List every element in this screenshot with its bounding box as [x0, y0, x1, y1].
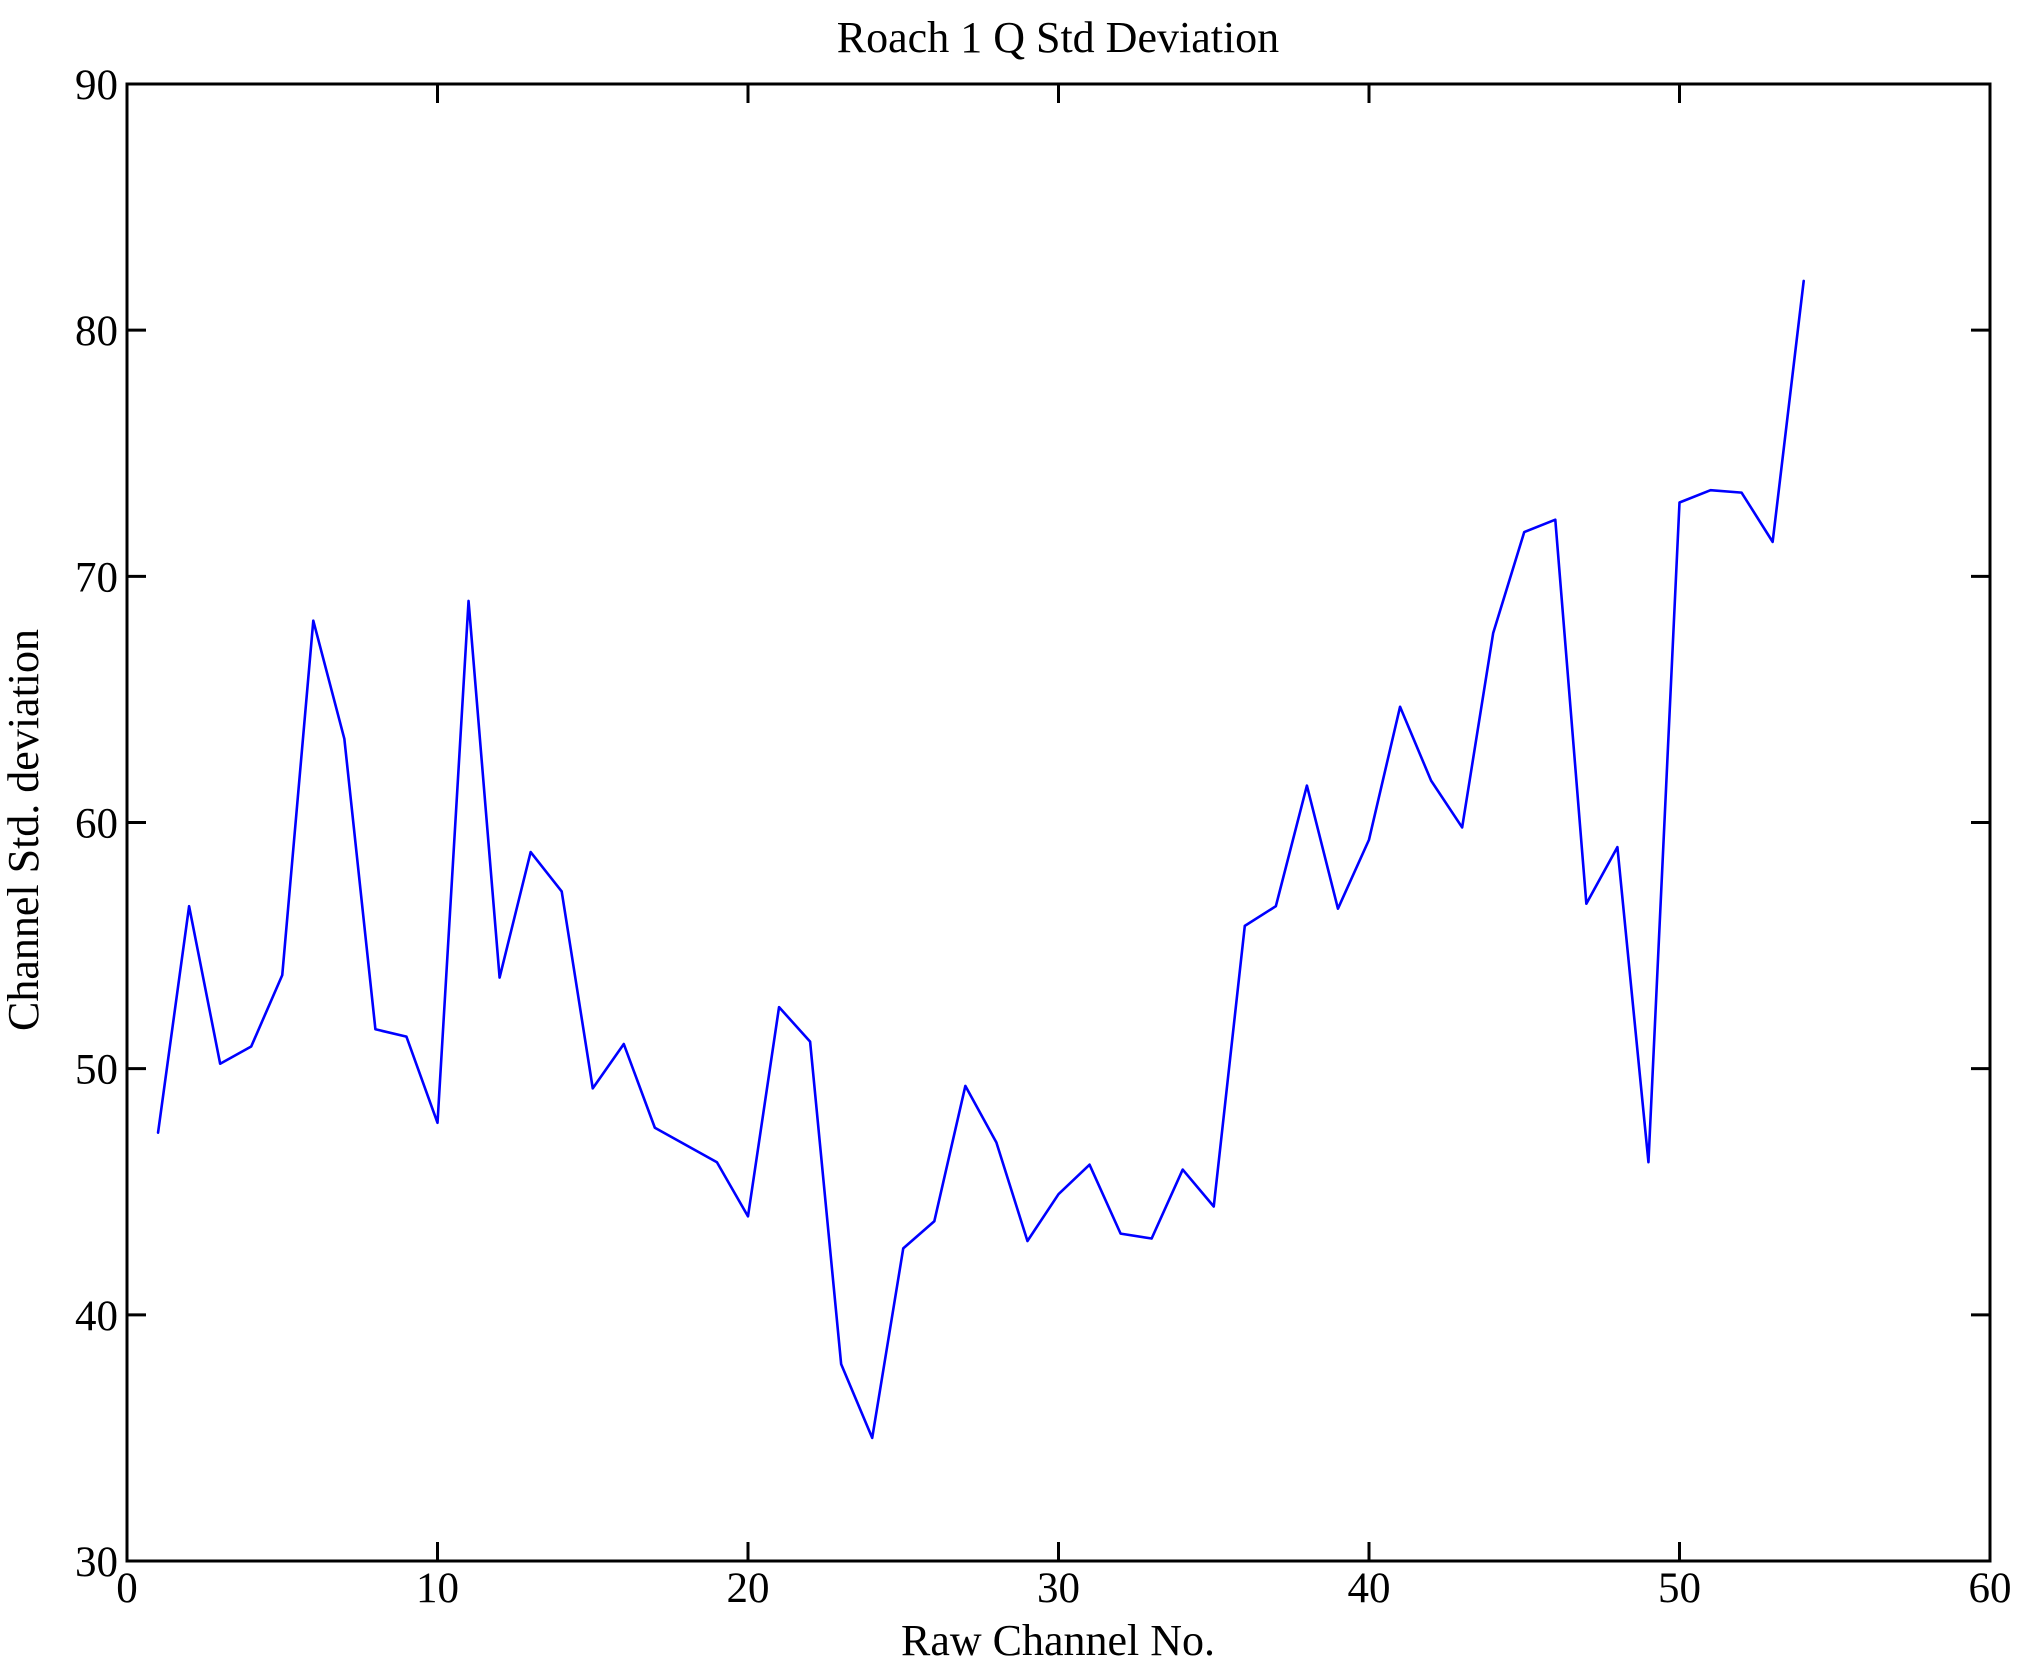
y-tick-label: 30 — [75, 1539, 118, 1586]
data-series-layer — [156, 279, 1805, 1440]
x-tick-label: 60 — [1969, 1565, 2012, 1612]
x-tick-label: 10 — [416, 1565, 459, 1612]
x-axis-label: Raw Channel No. — [901, 1616, 1215, 1665]
x-tick-label: 40 — [1348, 1565, 1391, 1612]
chart-title: Roach 1 Q Std Deviation — [837, 13, 1279, 62]
axes-box: 0 10 20 30 40 50 60 30 40 50 60 70 80 90 — [75, 62, 2012, 1612]
y-axis-label: Channel Std. deviation — [0, 629, 48, 1031]
y-tick-label: 90 — [75, 62, 118, 109]
plot-frame — [125, 82, 1992, 1563]
x-tick-label: 20 — [727, 1565, 770, 1612]
y-tick-label: 70 — [75, 554, 118, 601]
y-tick-label: 40 — [75, 1293, 118, 1340]
data-series-line — [156, 279, 1805, 1440]
x-tick-label: 30 — [1037, 1565, 1080, 1612]
y-tick-label: 60 — [75, 801, 118, 848]
x-tick-label: 50 — [1658, 1565, 1701, 1612]
x-tick-label: 0 — [116, 1565, 138, 1612]
y-tick-label: 50 — [75, 1047, 118, 1094]
y-tick-label: 80 — [75, 308, 118, 355]
